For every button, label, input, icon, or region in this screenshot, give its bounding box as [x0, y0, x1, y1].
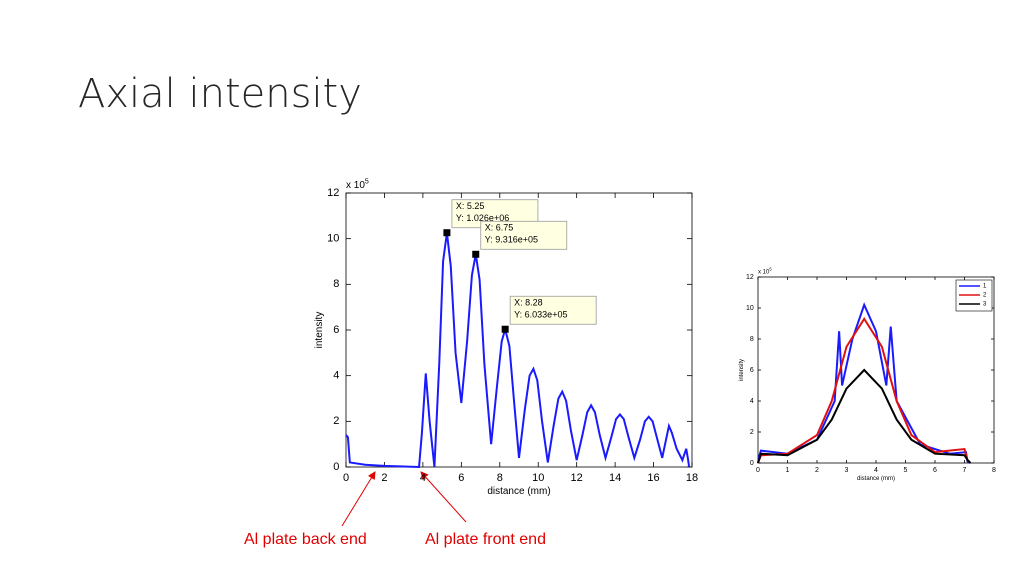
datatip-x: X: 6.75 [485, 223, 514, 233]
y-tick-label: 8 [750, 336, 754, 343]
series-line [757, 368, 972, 464]
legend-label: 3 [983, 302, 987, 308]
y-multiplier: x 105 [346, 178, 369, 191]
datatip-marker [501, 325, 509, 333]
y-tick-label: 10 [327, 233, 339, 245]
x-tick-label: 7 [963, 467, 967, 474]
y-tick-label: 12 [746, 274, 754, 281]
y-tick-label: 0 [750, 460, 754, 467]
datatip-x: X: 8.28 [514, 298, 543, 308]
y-exponent: 5 [365, 178, 369, 185]
x-tick-label: 14 [609, 472, 621, 484]
series-line [345, 232, 691, 469]
y-multiplier: x 105 [758, 267, 772, 276]
x-tick-label: 1 [786, 467, 790, 474]
y-tick-label: 2 [750, 429, 754, 436]
legend-label: 1 [983, 284, 987, 290]
y-tick-label: 4 [750, 398, 754, 405]
y-tick-label: 10 [746, 305, 754, 312]
x-tick-label: 2 [381, 472, 387, 484]
y-axis-label: intensity [314, 312, 325, 349]
x-axis-label: distance (mm) [857, 476, 895, 482]
x-tick-label: 2 [815, 467, 819, 474]
x-tick-label: 5 [904, 467, 908, 474]
datatip-x: X: 5.25 [456, 201, 485, 211]
legend-label: 2 [983, 293, 987, 299]
datatip-marker [443, 229, 451, 237]
y-exponent: 5 [769, 267, 772, 272]
datatip-box [480, 220, 568, 250]
x-tick-label: 0 [756, 467, 760, 474]
slide-title: Axial intensity [78, 71, 362, 117]
x-tick-label: 3 [845, 467, 849, 474]
x-tick-label: 4 [874, 467, 878, 474]
arrow [420, 471, 467, 523]
y-tick-label: 6 [750, 367, 754, 374]
x-tick-label: 4 [420, 472, 426, 484]
y-tick-label: 6 [333, 324, 339, 336]
plot-area [757, 276, 995, 464]
arrow [341, 471, 376, 527]
x-tick-label: 6 [458, 472, 464, 484]
x-tick-label: 6 [933, 467, 937, 474]
x-tick-label: 8 [497, 472, 503, 484]
x-tick-label: 12 [571, 472, 583, 484]
datatip-y: Y: 6.033e+05 [514, 310, 567, 320]
datatip-y: Y: 9.316e+05 [485, 235, 538, 245]
y-tick-label: 12 [327, 187, 339, 199]
series-line [757, 316, 972, 464]
y-tick-label: 8 [333, 278, 339, 290]
x-tick-label: 8 [992, 467, 996, 474]
y-tick-label: 2 [333, 415, 339, 427]
x-tick-label: 10 [532, 472, 544, 484]
y-tick-label: 4 [333, 370, 339, 382]
datatip-box [509, 295, 597, 325]
x-tick-label: 16 [647, 472, 659, 484]
x-axis-label: distance (mm) [487, 486, 550, 497]
y-tick-label: 0 [333, 461, 339, 473]
x-tick-label: 0 [343, 472, 349, 484]
annotation: Al plate front end [425, 531, 546, 548]
datatip-marker [472, 250, 480, 258]
x-tick-label: 18 [686, 472, 698, 484]
y-axis-label: intensity [739, 359, 745, 381]
datatip-y: Y: 1.026e+06 [456, 213, 509, 223]
annotation: Al plate back end [244, 531, 367, 548]
